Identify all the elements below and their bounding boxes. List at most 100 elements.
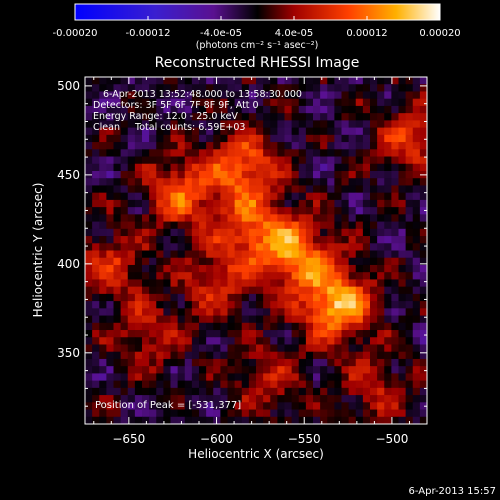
heatmap-cell xyxy=(156,214,164,222)
heatmap-cell xyxy=(234,387,243,396)
heatmap-cell xyxy=(370,308,378,316)
heatmap-cell xyxy=(348,214,357,222)
heatmap-cell xyxy=(355,344,364,353)
heatmap-cell xyxy=(270,366,278,374)
heatmap-cell xyxy=(142,91,150,100)
heatmap-cell xyxy=(305,315,314,324)
heatmap-cell xyxy=(256,105,264,114)
heatmap-cell xyxy=(313,373,321,382)
heatmap-cell xyxy=(106,301,114,309)
heatmap-cell xyxy=(334,315,342,324)
heatmap-cell xyxy=(355,84,364,92)
heatmap-cell xyxy=(149,286,157,295)
heatmap-cell xyxy=(134,293,143,302)
heatmap-cell xyxy=(92,214,100,222)
heatmap-cell xyxy=(391,199,399,208)
heatmap-cell xyxy=(355,77,364,85)
heatmap-cell xyxy=(142,156,150,165)
heatmap-cell xyxy=(305,416,314,425)
heatmap-cell xyxy=(419,149,428,157)
heatmap-cell xyxy=(213,228,221,237)
heatmap-cell xyxy=(355,134,364,143)
heatmap-cell xyxy=(92,207,100,215)
heatmap-cell xyxy=(320,402,328,410)
heatmap-cell xyxy=(348,228,357,237)
heatmap-cell xyxy=(327,228,335,237)
heatmap-cell xyxy=(355,149,364,157)
heatmap-cell xyxy=(377,120,385,129)
heatmap-cell xyxy=(206,264,214,273)
heatmap-cell xyxy=(327,149,335,157)
heatmap-cell xyxy=(206,113,214,121)
heatmap-cell xyxy=(106,105,114,114)
heatmap-cell xyxy=(184,264,193,273)
heatmap-cell xyxy=(227,373,236,382)
heatmap-cell xyxy=(220,207,228,215)
heatmap-cell xyxy=(99,221,107,230)
heatmap-cell xyxy=(305,308,314,316)
heatmap-cell xyxy=(419,127,428,136)
heatmap-cell xyxy=(85,91,93,100)
heatmap-cell xyxy=(149,113,157,121)
heatmap-cell xyxy=(142,272,150,280)
heatmap-cell xyxy=(85,293,93,302)
heatmap-cell xyxy=(419,250,428,259)
heatmap-cell xyxy=(106,315,114,324)
heatmap-cell xyxy=(391,330,399,338)
heatmap-cell xyxy=(177,236,186,244)
heatmap-cell xyxy=(284,286,293,295)
heatmap-cell xyxy=(370,366,378,374)
heatmap-cell xyxy=(85,373,93,382)
heatmap-cell xyxy=(134,380,143,389)
heatmap-cell xyxy=(327,178,335,186)
heatmap-cell xyxy=(419,199,428,208)
heatmap-cell xyxy=(320,192,328,201)
heatmap-cell xyxy=(313,91,321,100)
heatmap-cell xyxy=(370,272,378,280)
heatmap-cell xyxy=(163,178,171,186)
heatmap-cell xyxy=(170,214,179,222)
heatmap-cell xyxy=(170,315,179,324)
heatmap-cell xyxy=(348,91,357,100)
heatmap-cell xyxy=(177,351,186,360)
heatmap-cell xyxy=(377,98,385,107)
heatmap-cell xyxy=(220,351,228,360)
heatmap-cell xyxy=(334,322,342,331)
heatmap-cell xyxy=(142,286,150,295)
heatmap-cell xyxy=(213,257,221,266)
heatmap-cell xyxy=(298,373,307,382)
heatmap-cell xyxy=(348,120,357,129)
heatmap-cell xyxy=(113,199,122,208)
heatmap-cell xyxy=(327,264,335,273)
annotation-block: 6-Apr-2013 13:52:48.000 to 13:58:30.000 … xyxy=(93,89,302,133)
heatmap-cell xyxy=(106,387,114,396)
heatmap-cell xyxy=(398,134,407,143)
heatmap-cell xyxy=(99,293,107,302)
heatmap-cell xyxy=(355,214,364,222)
heatmap-cell xyxy=(241,236,250,244)
heatmap-cell xyxy=(220,170,228,179)
heatmap-cell xyxy=(298,149,307,157)
heatmap-cell xyxy=(163,351,171,360)
heatmap-cell xyxy=(313,113,321,121)
heatmap-cell xyxy=(298,272,307,280)
heatmap-cell xyxy=(263,272,271,280)
heatmap-cell xyxy=(412,214,421,222)
heatmap-cell xyxy=(405,243,414,251)
heatmap-cell xyxy=(191,264,200,273)
heatmap-cell xyxy=(412,221,421,230)
heatmap-cell xyxy=(256,373,264,382)
heatmap-cell xyxy=(220,185,228,194)
heatmap-cell xyxy=(419,84,428,92)
heatmap-cell xyxy=(370,330,378,338)
heatmap-cell xyxy=(134,308,143,316)
plot-frame xyxy=(84,76,428,425)
heatmap-cell xyxy=(419,301,428,309)
heatmap-cell xyxy=(327,207,335,215)
heatmap-cell xyxy=(377,199,385,208)
x-tick-label: −500 xyxy=(375,432,408,446)
heatmap-cell xyxy=(327,344,335,353)
heatmap-cell xyxy=(85,301,93,309)
heatmap-cell xyxy=(334,264,342,273)
heatmap-cell xyxy=(256,142,264,150)
